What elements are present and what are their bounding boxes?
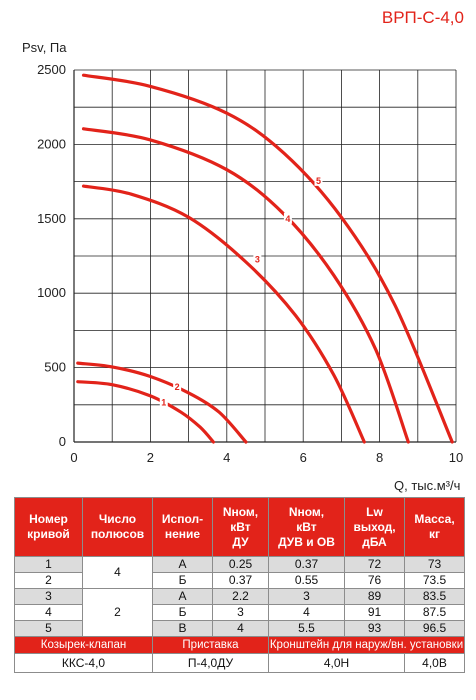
cell-ispolnenie: Б (152, 572, 213, 589)
cell-ispolnenie: А (152, 588, 213, 605)
curve-label-3: 3 (255, 255, 260, 265)
cell-lw: 93 (344, 620, 405, 637)
x-tick-label: 10 (449, 450, 463, 465)
table-row: 1 4 А 0.25 0.37 72 73 (14, 556, 465, 589)
curve-label-background (173, 380, 182, 392)
cell-ispolnenie: В (152, 620, 213, 637)
cell-power-duv: 0.37 (268, 556, 345, 573)
y-tick-label: 1000 (37, 285, 66, 300)
cell-poles: 4 (82, 556, 153, 589)
header-power-duv: Nном, кВт ДУВ и ОВ (268, 497, 345, 557)
header-ispolnenie: Испол-нение (152, 497, 213, 557)
curve-label-background (283, 212, 292, 224)
curve-label-2: 2 (175, 382, 180, 392)
spec-table: Номер кривой Число полюсов Испол-нение Nно… (14, 497, 465, 673)
accessories-value-row: ККС-4,0 П-4,0ДУ 4,0Н 4,0В (14, 653, 465, 673)
cell-ispolnenie: Б (152, 604, 213, 621)
cell-power-duv: 4 (268, 604, 345, 621)
cell-mass: 73.5 (404, 572, 465, 589)
x-tick-label: 8 (376, 450, 383, 465)
accessory-header-adapter: Приставка (152, 636, 269, 654)
curve-label-5: 5 (316, 176, 321, 186)
cell-curve: 3 (14, 588, 83, 605)
header-poles: Число полюсов (82, 497, 153, 557)
tick-labels: 0 2 4 6 8 10 0 500 1000 1500 2000 2500 (37, 62, 463, 465)
cell-curve: 2 (14, 572, 83, 589)
curve-label-1: 1 (161, 398, 166, 408)
performance-chart: Psv, Па Q, тыс.м³/ч 0 2 4 6 8 10 0 500 1000 1500 2… (22, 40, 463, 493)
cell-lw: 76 (344, 572, 405, 589)
cell-curve: 1 (14, 556, 83, 573)
cell-lw: 72 (344, 556, 405, 573)
accessory-header-damper: Козырек-клапан (14, 636, 153, 654)
cell-ispolnenie: А (152, 556, 213, 573)
curve-2 (76, 361, 248, 444)
table-row: 2 Б 0.37 0.55 76 73.5 (14, 572, 465, 589)
cell-curve: 5 (14, 620, 83, 637)
accessory-value-adapter: П-4,0ДУ (152, 653, 269, 673)
table-header-row: Номер кривой Число полюсов Испол-нение Nно… (14, 497, 465, 557)
x-tick-label: 2 (147, 450, 154, 465)
cell-power-du: 2.2 (212, 588, 269, 605)
cell-power-duv: 3 (268, 588, 345, 605)
cell-lw: 91 (344, 604, 405, 621)
x-tick-label: 0 (70, 450, 77, 465)
curve-3 (81, 184, 366, 444)
table-row: 4 Б 3 4 91 87.5 (14, 604, 465, 621)
header-curve-number: Номер кривой (14, 497, 83, 557)
header-mass: Масса, кг (404, 497, 465, 557)
accessory-value-bracket-outdoor: 4,0Н (268, 653, 405, 673)
cell-power-du: 0.37 (212, 572, 269, 589)
y-tick-label: 1500 (37, 211, 66, 226)
cell-mass: 83.5 (404, 588, 465, 605)
cell-mass: 73 (404, 556, 465, 573)
curve-label-background (159, 396, 168, 408)
curve-label-background (314, 174, 323, 186)
x-axis-label: Q, тыс.м³/ч (394, 478, 460, 493)
header-power-du: Nном, кВт ДУ (212, 497, 269, 557)
y-axis-label: Psv, Па (22, 40, 67, 55)
x-tick-label: 6 (300, 450, 307, 465)
table-row: 3 2 А 2.2 3 89 83.5 (14, 588, 465, 637)
curves: 12 3 4 5 (76, 73, 454, 444)
cell-power-duv: 0.55 (268, 572, 345, 589)
header-lw: Lw выход, дБА (344, 497, 405, 557)
curve-4 (81, 127, 410, 444)
curve-label-background (253, 253, 262, 265)
cell-mass: 96.5 (404, 620, 465, 637)
curve-1 (76, 380, 215, 444)
y-tick-label: 500 (44, 360, 66, 375)
page-title: ВРП-С-4,0 (381, 8, 464, 27)
y-tick-label: 2500 (37, 62, 66, 77)
accessories-header-row: Козырек-клапан Приставка Кронштейн для н… (14, 636, 465, 654)
cell-lw: 89 (344, 588, 405, 605)
cell-power-duv: 5.5 (268, 620, 345, 637)
cell-power-du: 4 (212, 620, 269, 637)
cell-poles: 2 (82, 588, 153, 637)
x-tick-label: 4 (223, 450, 230, 465)
cell-power-du: 0.25 (212, 556, 269, 573)
table-row: 5 В 4 5.5 93 96.5 (14, 620, 465, 637)
cell-mass: 87.5 (404, 604, 465, 621)
grid (73, 69, 457, 443)
accessory-value-damper: ККС-4,0 (14, 653, 153, 673)
accessory-value-bracket-indoor: 4,0В (404, 653, 465, 673)
y-tick-label: 0 (59, 434, 66, 449)
curve-label-4: 4 (285, 214, 290, 224)
cell-power-du: 3 (212, 604, 269, 621)
y-tick-label: 2000 (37, 136, 66, 151)
accessory-header-bracket: Кронштейн для наруж/вн. установки (268, 636, 465, 654)
curve-5 (81, 73, 454, 444)
cell-curve: 4 (14, 604, 83, 621)
